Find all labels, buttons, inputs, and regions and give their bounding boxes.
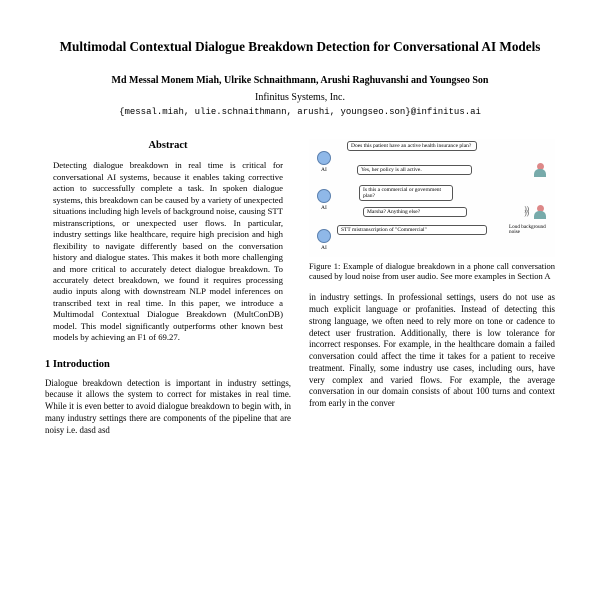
paper-title: Multimodal Contextual Dialogue Breakdown… — [45, 38, 555, 56]
email: {messal.miah, ulie.schnaithmann, arushi,… — [45, 107, 555, 119]
figure-1-caption: Figure 1: Example of dialogue breakdown … — [309, 261, 555, 283]
right-column: AI Does this patient have an active heal… — [309, 139, 555, 437]
column-2-body: in industry settings. In professional se… — [309, 292, 555, 410]
left-column: Abstract Detecting dialogue breakdown in… — [45, 139, 291, 437]
section-1-heading: 1 Introduction — [45, 358, 291, 372]
abstract-text: Detecting dialogue breakdown in real tim… — [45, 160, 291, 344]
ai-label-2: AI — [321, 205, 327, 212]
intro-text: Dialogue breakdown detection is importan… — [45, 378, 291, 437]
authors: Md Messal Monem Miah, Ulrike Schnaithman… — [45, 74, 555, 87]
dialogue-bubble-1: Does this patient have an active health … — [347, 141, 477, 151]
noise-icon: )))) — [524, 207, 529, 215]
dialogue-bubble-5: STT mistranscription of "Commercial" — [337, 225, 487, 235]
figure-1: AI Does this patient have an active heal… — [309, 139, 555, 283]
ai-avatar-icon — [317, 229, 331, 243]
affiliation: Infinitus Systems, Inc. — [45, 91, 555, 104]
figure-1-image: AI Does this patient have an active heal… — [309, 139, 555, 257]
abstract-heading: Abstract — [45, 139, 291, 153]
noise-label: Loud background noise — [509, 225, 553, 236]
ai-avatar-icon — [317, 151, 331, 165]
two-column-layout: Abstract Detecting dialogue breakdown in… — [45, 139, 555, 437]
dialogue-bubble-4: Marsha? Anything else? — [363, 207, 467, 217]
user-avatar-icon — [533, 163, 547, 179]
ai-avatar-icon — [317, 189, 331, 203]
ai-label-1: AI — [321, 167, 327, 174]
ai-label-3: AI — [321, 245, 327, 252]
dialogue-bubble-2: Yes, her policy is all active. — [357, 165, 472, 175]
dialogue-bubble-3: Is this a commercial or government plan? — [359, 185, 453, 202]
user-avatar-icon — [533, 205, 547, 221]
